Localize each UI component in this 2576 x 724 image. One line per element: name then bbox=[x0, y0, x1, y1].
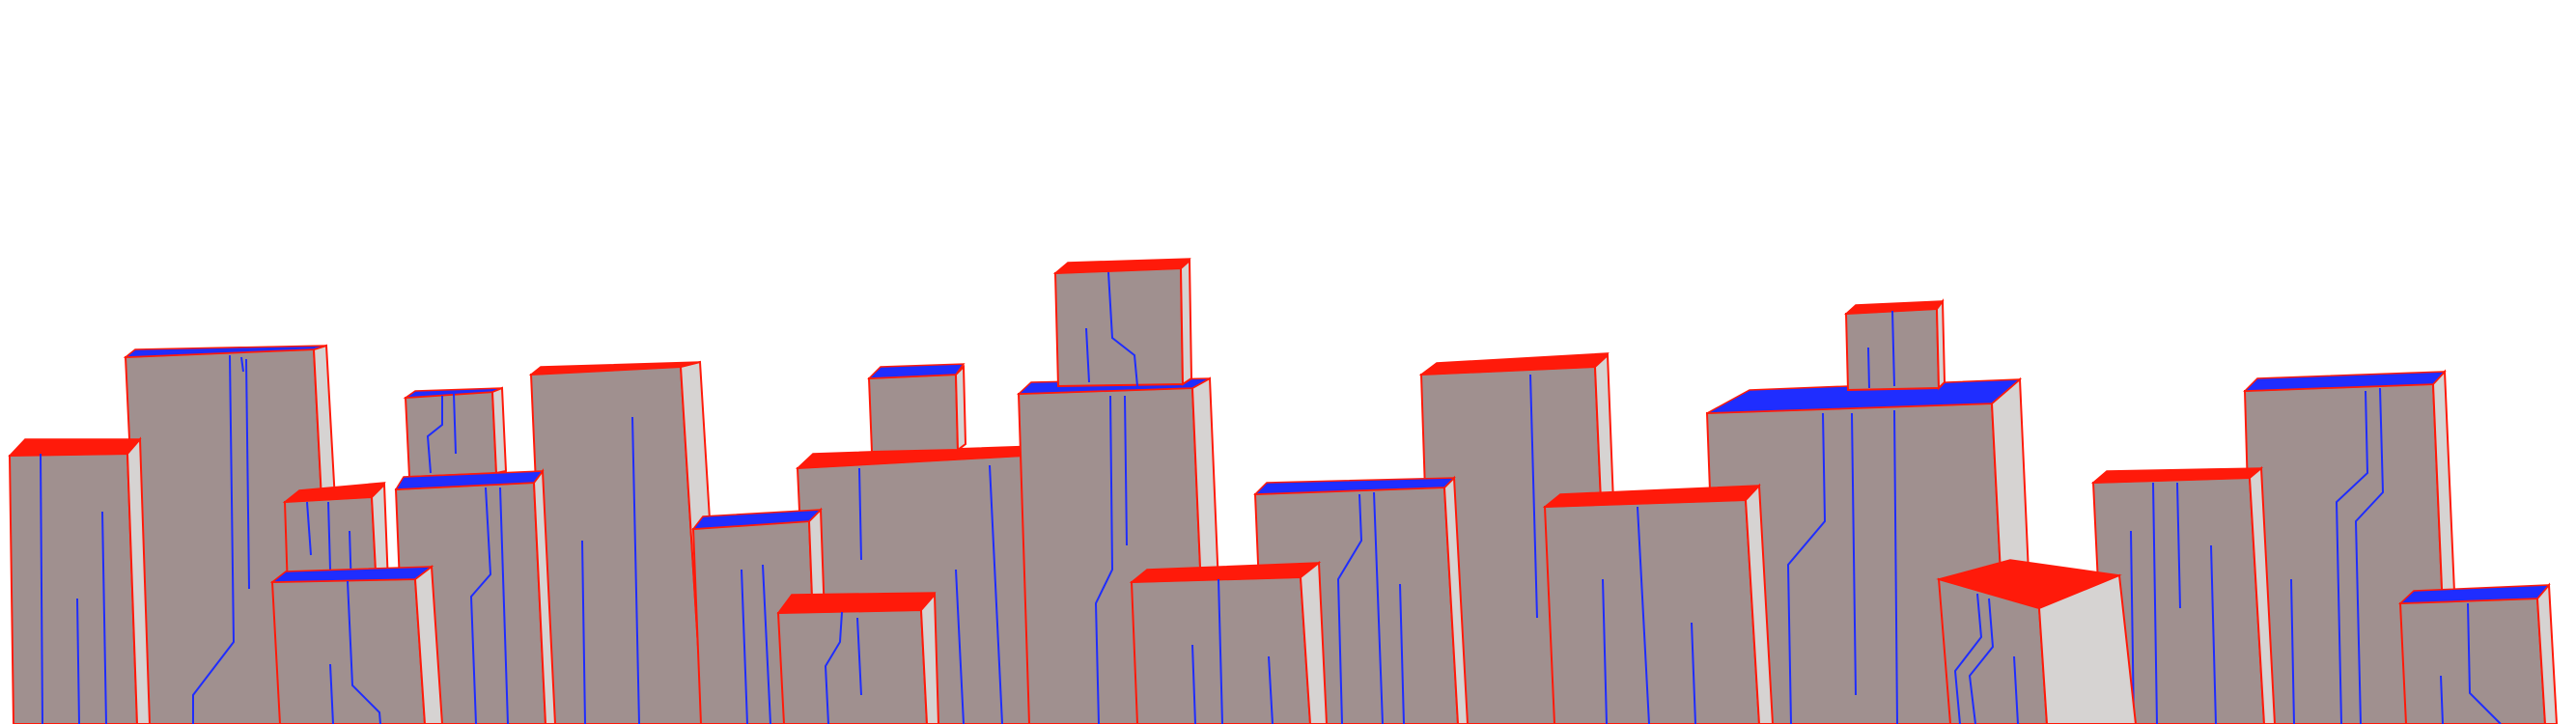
building-small-upper bbox=[403, 386, 508, 479]
building-center-cube bbox=[867, 363, 967, 454]
building-left-edge bbox=[8, 436, 152, 724]
building-front-tilted bbox=[1936, 559, 2138, 724]
building-front-right-edge bbox=[2398, 582, 2559, 724]
building-wide-top-cube bbox=[1843, 298, 1946, 392]
building-small-left bbox=[282, 482, 390, 593]
building-front-center bbox=[1129, 561, 1329, 724]
building-right bbox=[2090, 465, 2277, 724]
building-top-cube bbox=[1052, 258, 1193, 388]
building-wide-blue-roof bbox=[1705, 376, 2037, 724]
building-front-left bbox=[269, 565, 444, 724]
building-front-center-left bbox=[776, 592, 940, 724]
building-mid-right bbox=[1542, 483, 1775, 724]
